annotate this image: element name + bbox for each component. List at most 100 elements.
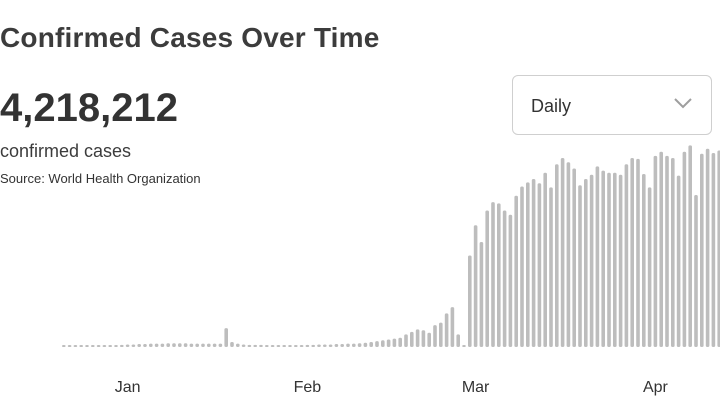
bar bbox=[102, 345, 107, 347]
bar bbox=[207, 343, 211, 347]
bar bbox=[230, 341, 234, 347]
bar bbox=[491, 202, 495, 347]
bar bbox=[694, 194, 698, 347]
bar bbox=[253, 344, 257, 347]
bar bbox=[166, 343, 170, 347]
bar bbox=[143, 344, 147, 347]
bar bbox=[218, 343, 223, 347]
bar bbox=[659, 151, 663, 347]
bar bbox=[450, 307, 455, 347]
bar bbox=[607, 172, 611, 347]
bar bbox=[415, 329, 420, 347]
bar bbox=[468, 255, 472, 347]
bar bbox=[421, 330, 426, 347]
bar bbox=[584, 179, 588, 347]
bar bbox=[618, 174, 623, 347]
bar bbox=[178, 343, 182, 347]
bar bbox=[642, 173, 646, 347]
bar bbox=[149, 343, 153, 347]
bar bbox=[259, 344, 263, 347]
bar bbox=[91, 345, 95, 347]
bar bbox=[369, 341, 373, 347]
x-axis-ticks: Jan Feb Mar Apr bbox=[115, 379, 669, 396]
bar bbox=[120, 344, 124, 347]
bar bbox=[589, 174, 594, 347]
bar bbox=[108, 345, 112, 347]
x-tick-label: Apr bbox=[643, 379, 669, 396]
bar bbox=[404, 334, 408, 347]
interval-dropdown[interactable]: Daily bbox=[512, 75, 712, 135]
bar bbox=[531, 179, 536, 347]
bar bbox=[497, 203, 501, 347]
bar bbox=[270, 345, 275, 347]
bar bbox=[334, 344, 339, 347]
bar bbox=[67, 345, 72, 347]
bar bbox=[613, 172, 617, 347]
x-tick-label: Feb bbox=[294, 379, 322, 396]
bar bbox=[526, 182, 530, 347]
bar bbox=[328, 344, 333, 347]
bar bbox=[653, 155, 658, 347]
bar bbox=[241, 344, 246, 347]
bar bbox=[485, 210, 489, 347]
bar bbox=[323, 344, 327, 347]
total-cases-count: 4,218,212 bbox=[0, 86, 178, 130]
bar bbox=[601, 170, 605, 347]
bar bbox=[630, 158, 634, 347]
x-tick-label: Jan bbox=[115, 379, 141, 396]
bar bbox=[85, 345, 89, 347]
bar bbox=[131, 344, 136, 347]
bar bbox=[160, 343, 165, 347]
bar bbox=[711, 152, 716, 347]
total-cases-label: confirmed cases bbox=[0, 141, 132, 161]
bar bbox=[462, 345, 466, 347]
bar bbox=[555, 164, 559, 347]
bar bbox=[682, 151, 687, 347]
bar-series bbox=[62, 145, 720, 347]
bar bbox=[340, 344, 344, 347]
bar bbox=[305, 344, 310, 347]
bar bbox=[172, 343, 176, 347]
bar bbox=[543, 172, 547, 347]
bar bbox=[398, 337, 402, 347]
bar bbox=[299, 345, 304, 347]
bar bbox=[236, 343, 240, 347]
bar bbox=[201, 343, 205, 347]
bar bbox=[375, 341, 379, 347]
interval-dropdown-value: Daily bbox=[531, 96, 572, 116]
bar bbox=[479, 242, 484, 347]
bar bbox=[578, 185, 582, 347]
bar bbox=[566, 162, 571, 347]
bar bbox=[154, 343, 159, 347]
bar bbox=[456, 334, 460, 347]
bar bbox=[624, 164, 629, 347]
bar bbox=[352, 343, 356, 347]
bar bbox=[595, 166, 600, 347]
bar bbox=[502, 210, 507, 347]
bar bbox=[572, 168, 576, 347]
bar bbox=[508, 214, 513, 347]
bar bbox=[700, 153, 704, 347]
bar bbox=[183, 343, 188, 347]
bar bbox=[73, 345, 78, 347]
bar bbox=[357, 343, 362, 347]
bar bbox=[247, 344, 252, 347]
bar bbox=[276, 345, 281, 347]
bar bbox=[520, 186, 524, 347]
bar bbox=[705, 148, 710, 347]
bar bbox=[386, 339, 391, 347]
bar bbox=[671, 158, 675, 347]
bar bbox=[189, 343, 194, 347]
bar bbox=[665, 155, 669, 347]
x-tick-label: Mar bbox=[462, 379, 490, 396]
bar bbox=[636, 158, 640, 347]
bar bbox=[514, 195, 518, 347]
bar bbox=[676, 175, 681, 347]
chevron-down-icon bbox=[674, 98, 692, 109]
bar bbox=[381, 340, 385, 347]
bar bbox=[195, 343, 199, 347]
bar bbox=[114, 345, 118, 347]
bar bbox=[444, 313, 449, 347]
bar bbox=[549, 187, 553, 347]
